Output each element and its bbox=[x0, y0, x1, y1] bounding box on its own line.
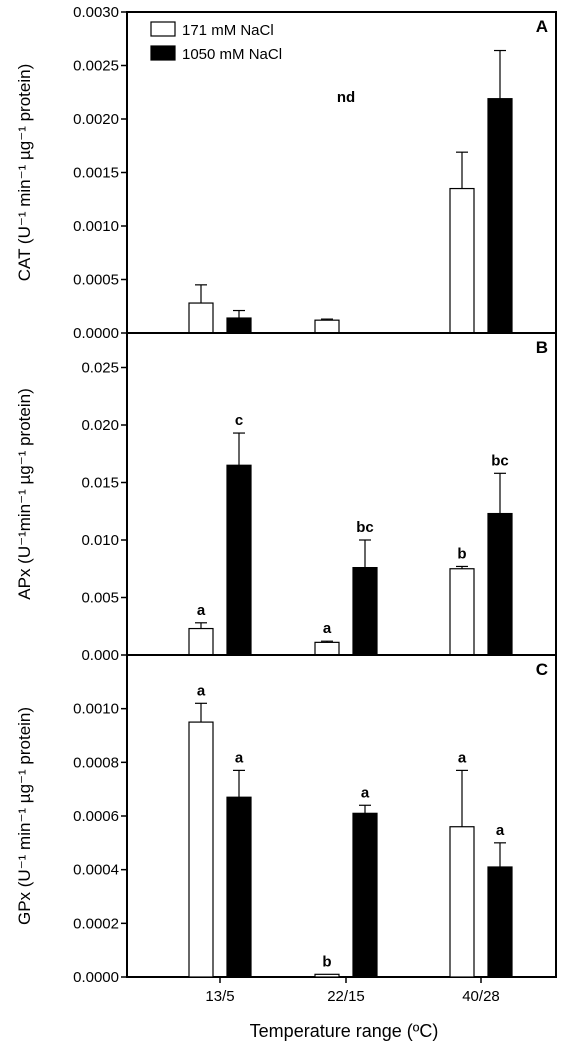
significance-label: a bbox=[458, 749, 467, 766]
x-axis-title: Temperature range (ºC) bbox=[250, 1021, 439, 1041]
bar-171mm-2 bbox=[449, 826, 475, 978]
bar-171mm-1 bbox=[314, 973, 340, 978]
legend: 171 mM NaCl 1050 mM NaCl bbox=[150, 21, 282, 63]
legend-swatch bbox=[150, 21, 176, 37]
y-tick-label: 0.0002 bbox=[73, 915, 119, 932]
y-tick-label: 0.0010 bbox=[73, 218, 119, 235]
significance-label: b bbox=[457, 545, 466, 562]
bar-1050mm-1 bbox=[352, 566, 378, 656]
y-axis-title: GPx (U⁻¹ min⁻¹ µg⁻¹ protein) bbox=[15, 707, 34, 925]
y-tick-label: 0.010 bbox=[81, 532, 119, 549]
y-tick-label: 0.0025 bbox=[73, 58, 119, 75]
bar-171mm-0 bbox=[188, 721, 214, 978]
y-axis-title: APx (U⁻¹min⁻¹ µg⁻¹ protein) bbox=[15, 388, 34, 599]
panel-letter: A bbox=[536, 17, 548, 36]
panels: A 0.0000 0.0005 0.0010 0.0015 0.0020 0.0025 0.0… bbox=[15, 4, 557, 1005]
y-tick-label: 0.0000 bbox=[73, 325, 119, 342]
y-axis-title: CAT (U⁻¹ min⁻¹ µg⁻¹ protein) bbox=[15, 64, 34, 281]
significance-label: a bbox=[235, 749, 244, 766]
y-tick-label: 0.000 bbox=[81, 647, 119, 664]
y-tick-label: 0.005 bbox=[81, 590, 119, 607]
bar-1050mm-2 bbox=[487, 866, 513, 978]
y-tick-label: 0.0010 bbox=[73, 701, 119, 718]
significance-label: a bbox=[323, 620, 332, 637]
panel-c: C 0.0000 0.0002 0.0004 0.0006 0.0008 0.0010 GPx… bbox=[15, 654, 557, 986]
y-tick-label: 0.020 bbox=[81, 417, 119, 434]
panel-a: A 0.0000 0.0005 0.0010 0.0015 0.0020 0.0025 0.0… bbox=[15, 4, 557, 342]
significance-label: a bbox=[361, 784, 370, 801]
legend-swatch bbox=[150, 45, 176, 61]
significance-label: a bbox=[496, 822, 505, 839]
significance-label: a bbox=[197, 602, 206, 619]
legend-label: 171 mM NaCl bbox=[182, 22, 274, 39]
y-tick-label: 0.0006 bbox=[73, 808, 119, 825]
panel-b: B 0.000 0.005 0.010 0.015 0.020 0.025 APx (U⁻¹m… bbox=[15, 332, 557, 664]
y-tick-label: 0.0000 bbox=[73, 969, 119, 986]
panel-letter: B bbox=[536, 338, 548, 357]
significance-label: a bbox=[197, 682, 206, 699]
bar-1050mm-0 bbox=[226, 317, 252, 334]
bar-1050mm-0 bbox=[226, 796, 252, 978]
y-tick-label: 0.0005 bbox=[73, 272, 119, 289]
panel-letter: C bbox=[536, 660, 548, 679]
bar-171mm-1 bbox=[314, 641, 340, 656]
bar-171mm-2 bbox=[449, 568, 475, 656]
bar-171mm-1 bbox=[314, 319, 340, 334]
significance-label: bc bbox=[491, 452, 509, 469]
x-tick-label: 22/15 bbox=[327, 988, 365, 1005]
y-tick-label: 0.0015 bbox=[73, 165, 119, 182]
significance-label: nd bbox=[337, 89, 355, 106]
x-tick-label: 13/5 bbox=[205, 988, 234, 1005]
y-tick-label: 0.025 bbox=[81, 360, 119, 377]
bar-171mm-0 bbox=[188, 627, 214, 656]
y-tick-label: 0.0004 bbox=[73, 862, 119, 879]
y-tick-label: 0.0030 bbox=[73, 4, 119, 21]
bar-1050mm-2 bbox=[487, 98, 513, 334]
bar-171mm-0 bbox=[188, 302, 214, 334]
y-tick-label: 0.015 bbox=[81, 475, 119, 492]
y-tick-label: 0.0008 bbox=[73, 754, 119, 771]
bar-1050mm-1 bbox=[352, 812, 378, 978]
x-tick-label: 40/28 bbox=[462, 988, 500, 1005]
legend-label: 1050 mM NaCl bbox=[182, 46, 282, 63]
bar-1050mm-0 bbox=[226, 464, 252, 656]
bar-1050mm-2 bbox=[487, 512, 513, 656]
significance-label: b bbox=[322, 953, 331, 970]
bar-171mm-2 bbox=[449, 187, 475, 334]
significance-label: c bbox=[235, 412, 243, 429]
significance-label: bc bbox=[356, 519, 374, 536]
y-tick-label: 0.0020 bbox=[73, 111, 119, 128]
